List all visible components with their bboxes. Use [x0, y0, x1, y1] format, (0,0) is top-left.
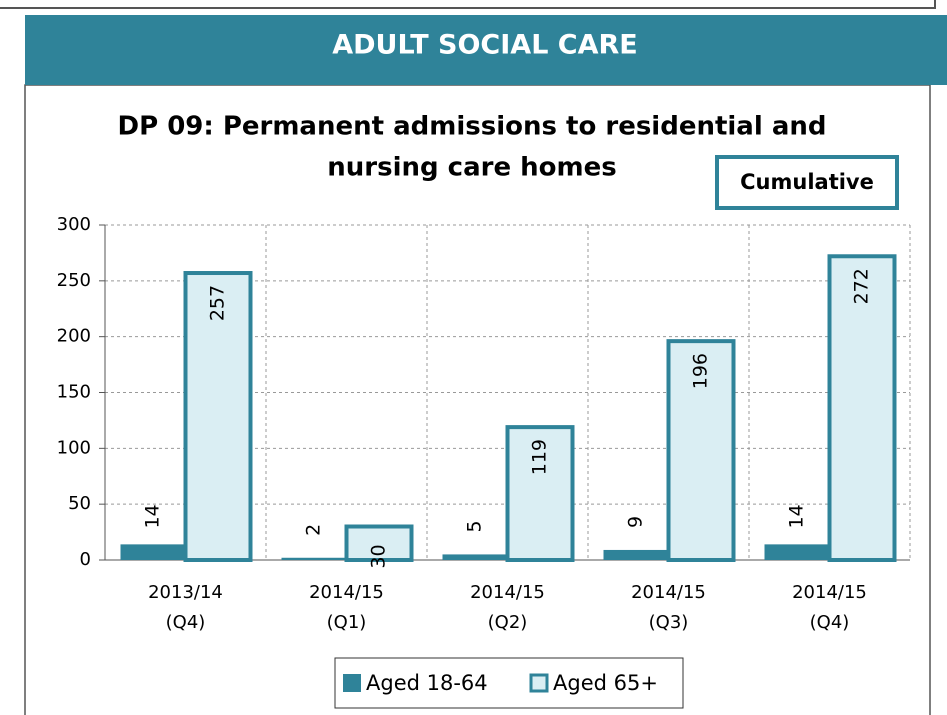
bar	[764, 544, 830, 560]
bar	[281, 557, 347, 560]
bar	[827, 254, 897, 562]
legend-label: Aged 65+	[553, 671, 658, 695]
value-label: 30	[368, 544, 390, 568]
chart-title: nursing care homes	[327, 153, 616, 183]
legend-swatch	[529, 673, 549, 693]
chart-title: DP 09: Permanent admissions to residenti…	[118, 112, 827, 142]
top-frame	[0, 0, 936, 9]
x-tick-label: 2014/15	[309, 582, 384, 603]
y-tick-label: 300	[57, 214, 91, 235]
legend-box	[334, 657, 684, 709]
x-tick-label: (Q4)	[810, 612, 850, 633]
bar	[666, 339, 736, 562]
value-label: 272	[851, 268, 873, 304]
x-tick-label: (Q4)	[166, 612, 206, 633]
value-label: 5	[464, 520, 486, 532]
y-tick-label: 250	[57, 270, 91, 291]
x-tick-label: 2013/14	[148, 582, 223, 603]
y-tick-label: 200	[57, 326, 91, 347]
legend-label: Aged 18-64	[366, 671, 488, 695]
bar	[442, 554, 508, 560]
annotation: Cumulative	[740, 170, 874, 194]
value-label: 119	[529, 439, 551, 475]
value-label: 2	[303, 524, 325, 536]
x-tick-label: 2014/15	[792, 582, 867, 603]
x-tick-label: (Q3)	[649, 612, 689, 633]
value-label: 9	[625, 516, 647, 528]
bar	[344, 524, 414, 562]
x-tick-label: (Q2)	[488, 612, 528, 633]
value-label: 196	[690, 353, 712, 389]
annotation-box	[715, 155, 899, 210]
header-title: ADULT SOCIAL CARE	[332, 30, 638, 61]
value-label: 14	[142, 504, 164, 528]
legend-swatch	[343, 674, 361, 692]
bar	[183, 271, 253, 562]
bar	[120, 544, 186, 560]
y-tick-label: 150	[57, 382, 91, 403]
bar	[505, 425, 575, 562]
value-label: 257	[207, 285, 229, 321]
y-tick-label: 50	[68, 493, 91, 514]
x-tick-label: 2014/15	[631, 582, 706, 603]
value-label: 14	[786, 504, 808, 528]
x-tick-label: 2014/15	[470, 582, 545, 603]
x-tick-label: (Q1)	[327, 612, 367, 633]
header-bar	[25, 15, 947, 85]
y-tick-label: 100	[57, 437, 91, 458]
y-tick-label: 0	[80, 549, 91, 570]
bar	[603, 549, 669, 560]
